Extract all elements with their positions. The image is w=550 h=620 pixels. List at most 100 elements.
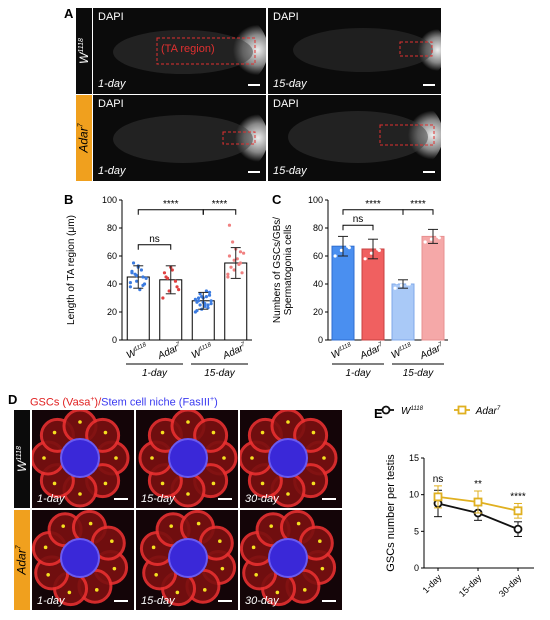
data-point (237, 262, 241, 266)
data-point (235, 257, 239, 261)
gsc-marker-dot (254, 572, 258, 577)
data-point (209, 302, 213, 306)
stain-label: DAPI (98, 98, 124, 110)
day-label: 15-day (273, 165, 307, 177)
data-point (200, 295, 204, 299)
data-point (431, 226, 435, 230)
data-point (161, 296, 165, 300)
y-tick-label: 40 (313, 279, 323, 289)
panel-label-b: B (64, 192, 74, 207)
data-point (131, 261, 136, 265)
y-tick-label: 20 (313, 307, 323, 317)
gsc-image-w1118-15-day: 15-day (136, 410, 238, 508)
row-tag-w1118: W1118 (76, 8, 92, 94)
ta-region-label: (TA region) (161, 43, 215, 55)
panel-label-e: E (374, 406, 383, 421)
adar-label: Adar (15, 549, 30, 575)
w-sup: 1118 (16, 446, 23, 461)
gsc-marker-dot (154, 572, 158, 577)
scale-bar (248, 84, 260, 86)
data-point (335, 240, 339, 244)
data-point (144, 276, 148, 280)
genotype-label: Adar7 (358, 341, 386, 362)
data-point (204, 295, 208, 299)
data-point (473, 497, 483, 507)
data-point (423, 240, 427, 244)
data-point (231, 240, 235, 244)
data-point (209, 299, 213, 303)
data-point (128, 285, 132, 289)
stem-cell-niche (268, 438, 308, 478)
panel-d-title: GSCs (Vasa+)/Stem cell niche (FasIII+) (30, 396, 218, 409)
sig-bracket-ns (342, 224, 374, 231)
data-point (377, 248, 381, 252)
panel-label-a: A (64, 6, 74, 21)
row-tag-adar7-d: Adar7 (14, 510, 30, 610)
data-point (433, 492, 443, 502)
sig-bracket-ns-label: ns (149, 234, 160, 245)
data-point (227, 254, 232, 258)
vasa-label: GSCs (Vasa (30, 396, 91, 409)
gsc-marker-dot (211, 481, 216, 486)
data-point (141, 275, 145, 279)
data-point (198, 292, 202, 296)
gsc-marker-dot (222, 456, 226, 460)
stain-label: DAPI (98, 11, 124, 23)
gsc-marker-dot (211, 430, 216, 435)
gsc-marker-dot (322, 456, 326, 460)
sig-label: ns (433, 474, 444, 485)
data-point (207, 290, 212, 294)
data-point (207, 293, 212, 297)
gsc-marker-dot (286, 492, 290, 496)
data-point (135, 279, 139, 283)
scale-bar (218, 600, 232, 602)
legend-marker-w1118 (381, 405, 391, 415)
legend-marker-adar7 (457, 405, 467, 415)
data-point (395, 281, 399, 285)
sig-label: **** (510, 491, 526, 502)
data-point (130, 269, 134, 273)
data-point (203, 302, 207, 306)
w-sup: 1118 (78, 38, 85, 53)
data-point (227, 223, 232, 227)
data-point (166, 276, 170, 280)
x-tick-label: 15-day (457, 572, 484, 599)
y-axis-label: Length of TA region (μm) (66, 215, 77, 325)
scale-bar (218, 498, 232, 500)
gsc-marker-dot (78, 420, 82, 424)
bar (391, 283, 415, 341)
genotype-label: W1118 (125, 342, 150, 362)
gsc-marker-dot (52, 481, 57, 486)
data-point (162, 271, 167, 275)
data-point (242, 251, 246, 255)
scale-bar (114, 498, 128, 500)
data-point (177, 288, 181, 292)
gsc-marker-dot (61, 524, 66, 528)
day-label: 1-day (98, 165, 126, 177)
data-point (139, 268, 143, 272)
day-label: 30-day (245, 595, 279, 607)
fasiii-sup: + (209, 396, 215, 403)
gsc-marker-dot (269, 524, 274, 528)
panel-label-c: C (272, 192, 282, 207)
data-point (425, 230, 429, 234)
gsc-marker-dot (110, 539, 114, 544)
data-point (437, 236, 441, 240)
gsc-marker-dot (202, 588, 207, 592)
micrograph-adar7-15day: DAPI 15-day (268, 95, 441, 181)
y-tick-label: 5 (414, 526, 419, 536)
data-point (198, 303, 202, 307)
group-label: 1-day (142, 368, 168, 379)
y-tick-label: 0 (318, 335, 323, 345)
gsc-marker-dot (296, 521, 301, 526)
panel-label-d: D (8, 392, 18, 407)
data-point (193, 297, 197, 301)
gsc-marker-dot (220, 566, 225, 571)
gsc-marker-dot (88, 521, 93, 526)
gsc-marker-dot (186, 492, 190, 496)
scale-bar (322, 600, 336, 602)
gsc-marker-dot (311, 481, 316, 486)
sig-bracket-b-label: **** (410, 199, 426, 210)
